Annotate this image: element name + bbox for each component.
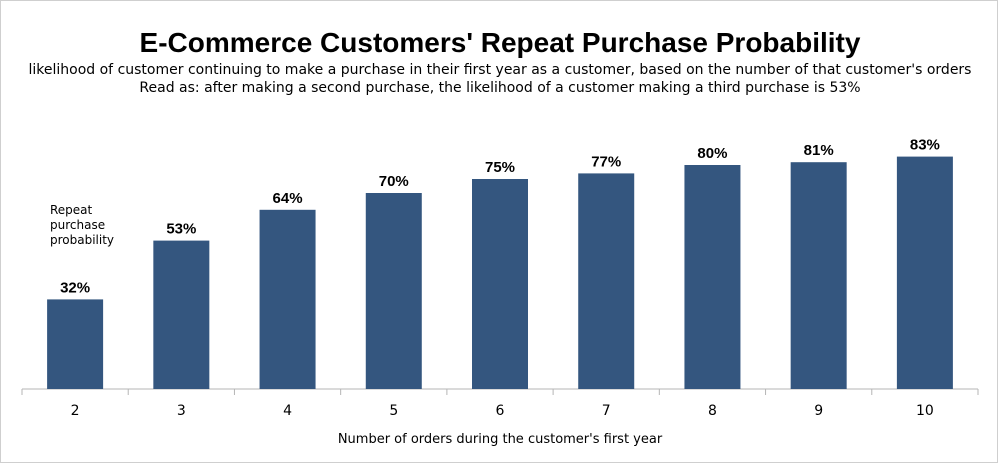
bar	[472, 179, 528, 389]
x-tick-label: 8	[708, 403, 717, 419]
bar-value-label: 64%	[273, 190, 303, 207]
bar	[790, 162, 847, 389]
bar	[896, 156, 953, 389]
chart-subtitle-line-2: Read as: after making a second purchase,…	[139, 80, 861, 96]
bar	[578, 173, 635, 389]
bar	[259, 209, 316, 389]
bar	[153, 240, 210, 389]
bar-value-label: 77%	[591, 153, 621, 170]
chart-title: E-Commerce Customers' Repeat Purchase Pr…	[139, 27, 861, 58]
x-tick-label: 10	[916, 403, 934, 419]
repeat-purchase-annotation: Repeat purchase probability	[50, 203, 115, 247]
x-tick-label: 4	[283, 403, 292, 419]
x-tick-label: 9	[814, 403, 823, 419]
bar-value-label: 81%	[804, 142, 834, 159]
bar-value-label: 70%	[379, 173, 409, 190]
x-tick-label: 7	[602, 403, 611, 419]
x-tick-label: 2	[71, 403, 80, 419]
bar	[365, 193, 422, 389]
x-tick-label: 5	[389, 403, 398, 419]
bar-value-label: 53%	[166, 221, 196, 238]
bar-value-label: 83%	[910, 137, 940, 154]
bar-value-label: 32%	[60, 279, 90, 296]
bar-value-label: 75%	[485, 159, 515, 176]
bar	[47, 299, 104, 389]
chart-subtitle-line-1: likelihood of customer continuing to mak…	[28, 62, 972, 78]
x-axis-label: Number of orders during the customer's f…	[337, 432, 663, 447]
x-tick-label: 6	[496, 403, 505, 419]
x-tick-label: 3	[177, 403, 186, 419]
bar-value-label: 80%	[697, 145, 727, 162]
bar	[684, 165, 741, 389]
